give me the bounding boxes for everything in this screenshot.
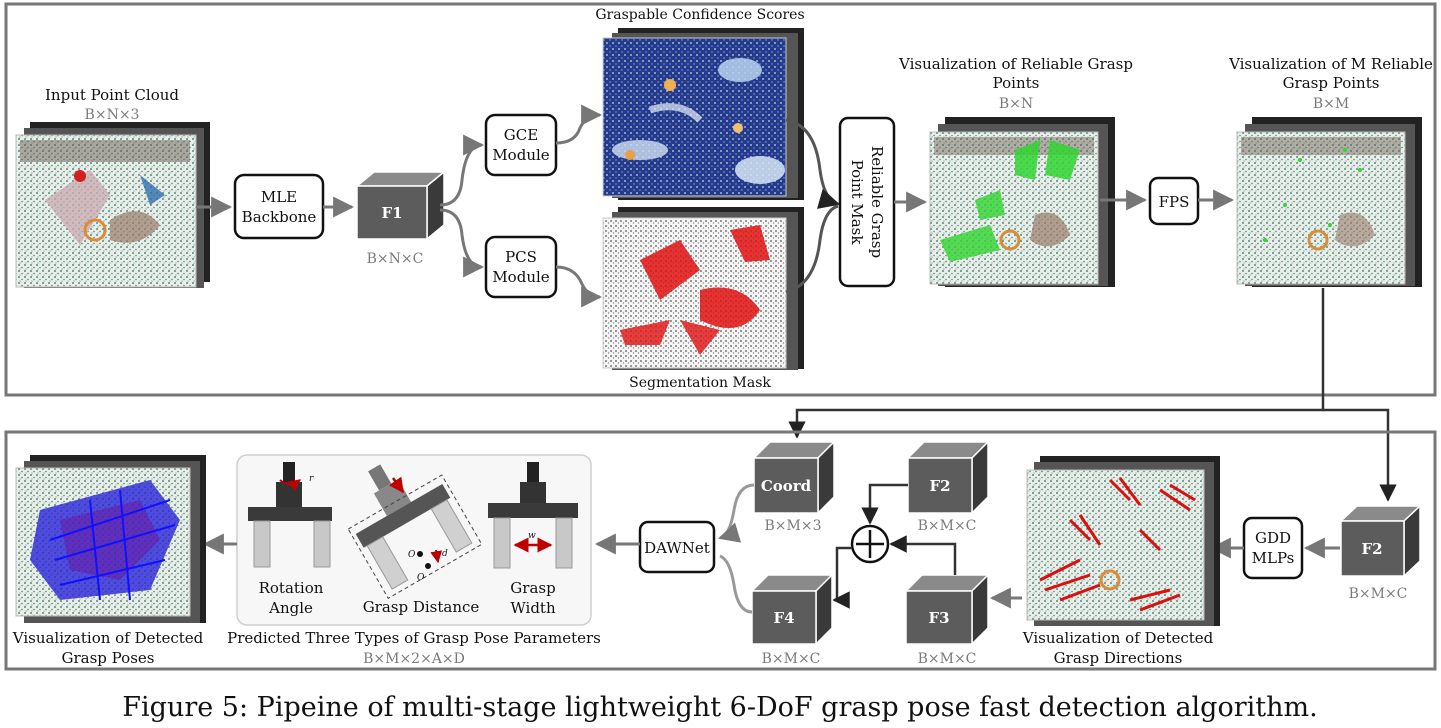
- gce-module-box: GCE Module: [484, 113, 558, 177]
- grasp-directions-image: [1026, 456, 1220, 626]
- vis-dirs-line2: Grasp Directions: [1054, 649, 1183, 667]
- coord-cube: Coord: [752, 440, 836, 515]
- backbone-line2: Backbone: [242, 208, 317, 226]
- vis-poses-line2: Grasp Poses: [62, 649, 155, 667]
- f2-right-label: F2: [1361, 540, 1382, 558]
- feature-cube-f1: F1: [354, 170, 447, 241]
- vis-poses-line1: Visualization of Detected: [12, 629, 204, 647]
- vis-reliable-line1: Visualization of Reliable Grasp: [898, 55, 1133, 73]
- params-dims: B×M×2×A×D: [363, 651, 465, 667]
- params-title: Predicted Three Types of Grasp Pose Para…: [227, 629, 601, 647]
- gcs-title: Graspable Confidence Scores: [595, 7, 804, 23]
- mle-backbone-box: MLE Backbone: [233, 173, 325, 240]
- f2-mid-dims: B×M×C: [918, 518, 977, 534]
- vis-dirs-line1: Visualization of Detected: [1022, 629, 1214, 647]
- vis-reliable-line2: Points: [993, 74, 1040, 92]
- feature-cube-f4: F4: [750, 573, 834, 646]
- mask-line1: Reliable Grasp: [868, 146, 886, 258]
- fps-label: FPS: [1159, 193, 1190, 211]
- reliable-grasp-points-image: [929, 117, 1115, 287]
- vis-m-line2: Grasp Points: [1283, 74, 1380, 92]
- svg-text:O: O: [408, 550, 416, 560]
- input-point-cloud-image: [15, 122, 210, 288]
- f4-dims: B×M×C: [762, 651, 821, 667]
- pcs-line2: Module: [492, 268, 549, 286]
- width-line2: Width: [510, 599, 556, 617]
- f3-dims: B×M×C: [918, 651, 977, 667]
- pcs-module-box: PCS Module: [484, 235, 558, 299]
- vis-m-dims: B×M: [1313, 96, 1349, 112]
- gdd-mlps-box: GDD MLPs: [1242, 516, 1304, 580]
- graspable-confidence-scores-image: [602, 28, 804, 200]
- gce-line1: GCE: [504, 126, 538, 144]
- feature-cube-f2-right: F2: [1339, 504, 1422, 578]
- vis-m-line1: Visualization of M Reliable: [1228, 55, 1433, 73]
- backbone-line1: MLE: [261, 188, 297, 206]
- width-gripper-illustration: w: [488, 462, 578, 569]
- fps-box: FPS: [1148, 176, 1200, 226]
- bottom-stage-frame: [4, 430, 1437, 671]
- dawnet-label: DAWNet: [644, 539, 710, 557]
- svg-text:w: w: [528, 531, 536, 541]
- gdd-line2: MLPs: [1252, 549, 1295, 567]
- svg-text:r: r: [309, 474, 314, 484]
- svg-text:O: O: [417, 573, 425, 583]
- distance-label: Grasp Distance: [363, 598, 480, 616]
- rotation-line2: Angle: [268, 599, 313, 617]
- m-reliable-grasp-points-image: [1236, 117, 1422, 287]
- coord-label: Coord: [761, 477, 812, 495]
- rotation-line1: Rotation: [259, 579, 324, 597]
- pcs-line1: PCS: [505, 248, 537, 266]
- f2-mid-label: F2: [929, 477, 950, 495]
- segmentation-mask-image: [602, 207, 804, 370]
- grasp-parameters-panel: r Rotation Angle O O d Grasp Distance: [236, 454, 592, 626]
- dawnet-box: DAWNet: [638, 520, 716, 574]
- input-title: Input Point Cloud: [45, 86, 179, 104]
- f3-label: F3: [928, 609, 949, 627]
- sum-node: [850, 524, 890, 564]
- f1-label: F1: [381, 204, 402, 222]
- feature-cube-f2-mid: F2: [906, 440, 990, 515]
- coord-dims: B×M×3: [765, 518, 822, 534]
- mask-line2: Point Mask: [848, 160, 866, 246]
- svg-text:d: d: [442, 549, 448, 559]
- input-dims: B×N×3: [85, 107, 140, 123]
- grasp-poses-image: [15, 455, 206, 623]
- f4-label: F4: [773, 609, 794, 627]
- f1-dims: B×N×C: [367, 251, 424, 267]
- reliable-grasp-point-mask-box: Reliable Grasp Point Mask: [838, 116, 896, 288]
- feature-cube-f3: F3: [904, 573, 990, 646]
- gdd-line1: GDD: [1255, 529, 1291, 547]
- seg-title: Segmentation Mask: [629, 375, 771, 391]
- rotation-gripper-illustration: r: [248, 462, 332, 568]
- f2-right-dims: B×M×C: [1349, 586, 1408, 602]
- top-stage-frame: [4, 2, 1437, 397]
- vis-reliable-dims: B×N: [999, 96, 1033, 112]
- width-line1: Grasp: [510, 579, 555, 597]
- figure-caption: Figure 5: Pipeine of multi-stage lightwe…: [122, 692, 1317, 723]
- gce-line2: Module: [492, 146, 549, 164]
